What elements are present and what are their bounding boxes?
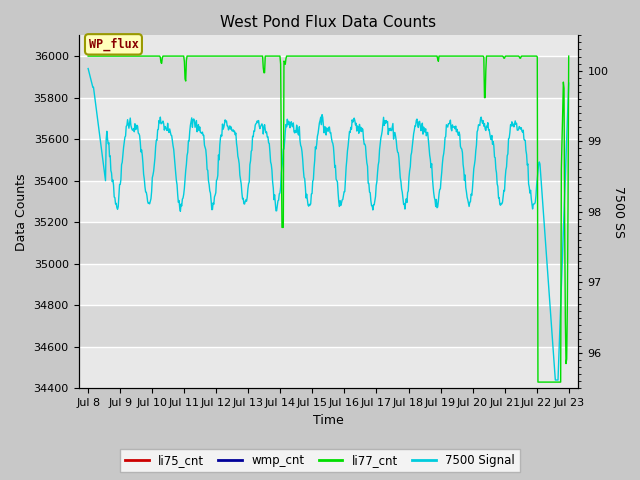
X-axis label: Time: Time <box>313 414 344 427</box>
Legend: li75_cnt, wmp_cnt, li77_cnt, 7500 Signal: li75_cnt, wmp_cnt, li77_cnt, 7500 Signal <box>120 449 520 472</box>
Y-axis label: 7500 SS: 7500 SS <box>612 186 625 238</box>
Bar <box>79 139 579 180</box>
Bar <box>79 347 579 388</box>
Bar <box>79 56 579 97</box>
Text: WP_flux: WP_flux <box>88 38 138 51</box>
Y-axis label: Data Counts: Data Counts <box>15 173 28 251</box>
Bar <box>79 264 579 305</box>
Bar <box>79 180 579 222</box>
Bar <box>79 97 579 139</box>
Title: West Pond Flux Data Counts: West Pond Flux Data Counts <box>220 15 436 30</box>
Bar <box>79 222 579 264</box>
Bar <box>79 305 579 347</box>
